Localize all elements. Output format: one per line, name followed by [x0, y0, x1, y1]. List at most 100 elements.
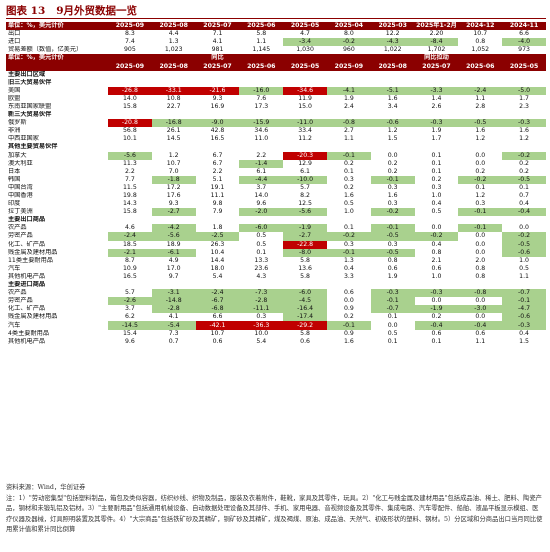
table-cell: 1,023 [164, 46, 183, 54]
table-cell: 5.8 [256, 30, 267, 38]
row-label: 化工、矿产品 [8, 240, 46, 248]
table-cell: -16.0 [239, 86, 284, 95]
figure-title: 图表 13 9月外贸数据一览 [6, 5, 138, 17]
table-cell: 17.3 [254, 102, 269, 110]
row-label: 美国 [8, 86, 21, 94]
table-cell: 0.2 [475, 167, 486, 175]
table-cell: -0.1 [326, 151, 371, 160]
table-cell: 11.3 [123, 159, 137, 167]
table-cell: 7.1 [212, 30, 223, 38]
table-cell: 0.2 [343, 313, 354, 321]
table-cell: 6.7 [212, 159, 223, 167]
table-cell: -11.1 [239, 305, 284, 314]
table-cell: 0.8 [387, 256, 398, 264]
table-cell: -4.5 [283, 297, 327, 306]
table-row: 欧盟 14.0 10.8 9.3 7.6 11.9 1.9 1.6 1.4 1.1 1.7 [6, 95, 546, 103]
header-row-2: 单位：%，美元计价 同比 同比拉动 [6, 54, 546, 63]
table-cell: -15.9 [239, 119, 284, 128]
table-cell: -0.3 [502, 321, 546, 330]
table-cell: 10.1 [123, 135, 137, 143]
table-cell: 6.1 [300, 167, 310, 175]
row-label: 印度 [8, 200, 21, 208]
table-cell: 0.5 [256, 240, 267, 248]
table-cell: 1.6 [387, 192, 398, 200]
table-cell: -0.3 [414, 119, 459, 128]
table-cell: 0.3 [387, 200, 398, 208]
table-cell: 0.1 [387, 337, 398, 345]
table-cell: 11.1 [210, 192, 225, 200]
table-row: 其他机电产品 9.6 0.7 0.6 5.4 0.6 1.6 0.1 0.1 1.1 1.5 [6, 338, 546, 346]
table-cell: 973 [518, 46, 530, 54]
table-cell: 1.2 [475, 135, 486, 143]
table-cell: 7.4 [124, 38, 135, 46]
table-cell: 7.6 [256, 94, 267, 102]
table-cell: -2.6 [108, 297, 152, 306]
table-row: 拉丁美洲 15.8 -2.7 7.9 -2.0 -5.6 1.0 -0.2 0.5 -0.1 -0.… [6, 208, 546, 217]
table-cell: -6.7 [195, 297, 240, 306]
table-row: 俄罗斯 -20.8 -16.8 -9.0 -15.9 -11.0 -0.8 -0.6 -0.3-… [6, 119, 546, 128]
table-cell: 12.2 [385, 30, 400, 38]
table-cell: 1.1 [475, 94, 486, 102]
table-cell: 0.1 [431, 337, 442, 345]
table-cell: -34.6 [283, 86, 327, 95]
table-row: 东南亚国家联盟 15.8 22.7 16.9 17.3 15.0 2.4 3.4 2.6 2.8 2… [6, 103, 546, 111]
table-cell: 0.3 [387, 240, 398, 248]
table-cell: -5.6 [108, 151, 152, 160]
row-label: 劳密产品 [8, 297, 33, 305]
row-label: 中西亚国家 [8, 135, 39, 143]
table-row: 非洲 56.8 26.1 42.8 34.6 33.4 2.7 1.2 1.9 1.6 1.6 [6, 127, 546, 135]
table-cell: 0.8 [475, 264, 486, 272]
table-cell: 1.6 [343, 337, 354, 345]
table-cell: 0.0 [387, 151, 398, 159]
table-cell: 2.20 [429, 30, 444, 38]
table-cell: 6.6 [519, 30, 529, 38]
table-row: 澳大利亚 11.3 10.7 6.7 -1.4 12.9 0.2 0.2 0.1 0.0 0.2 [6, 159, 546, 168]
table-cell: 9.7 [168, 272, 179, 280]
col-header: 2025-07 [414, 62, 459, 71]
section-row: 主要出口区域 [6, 71, 546, 79]
table-cell: 14.0 [123, 94, 137, 102]
row-label: 俄罗斯 [8, 119, 27, 127]
figure-title-bar: 图表 13 9月外贸数据一览 [0, 0, 550, 20]
table-cell: 0.0 [475, 248, 486, 256]
table-cell: 0.4 [431, 240, 442, 248]
row-label: 日本 [8, 167, 21, 175]
table-cell: -8.0 [283, 248, 327, 257]
col-header: 2025-03 [370, 22, 415, 31]
table-row: 化工、矿产品 18.5 18.9 26.3 0.5 -22.8 0.3 0.3 0.4 0.0 -0… [6, 240, 546, 249]
table-row: 美国 -26.8 -33.1 -21.6 -16.0 -34.6 -4.1 -5.1 -3.3-… [6, 86, 546, 95]
table-cell: 2.2 [212, 167, 223, 175]
section-title: 主要出口区域 [8, 70, 46, 78]
group-row: 其他主要贸易伙伴 [6, 143, 546, 151]
table-cell: 9.6 [256, 200, 267, 208]
table-row: 中西亚国家 10.1 14.5 16.5 11.0 11.2 1.1 1.5 1.7 1.2 1.2 [6, 135, 546, 143]
table-cell: -0.8 [326, 119, 371, 128]
table-cell: 1.7 [519, 94, 529, 102]
table-cell: 8.0 [343, 30, 354, 38]
table-cell: 0.0 [475, 313, 486, 321]
table-cell: 2.0 [475, 256, 486, 264]
table-cell: 14.0 [254, 192, 269, 200]
table-row: 贸易差额（数值，亿美元） 905 1,023 981 1,145 1,030 960 1,02… [6, 46, 546, 54]
table-cell: 10.7 [166, 159, 181, 167]
table-cell: -22.8 [283, 240, 327, 249]
table-cell: -0.1 [370, 224, 415, 233]
table-cell: -4.2 [151, 224, 196, 233]
table-cell: 0.5 [343, 200, 354, 208]
table-cell: 1.7 [431, 135, 442, 143]
table-cell: 1.6 [519, 127, 529, 135]
table-cell: -0.6 [502, 313, 546, 322]
table-cell: -4.4 [239, 175, 284, 184]
col-header: 2025-09 [326, 62, 371, 71]
table-cell: 4.7 [300, 30, 310, 38]
table-cell: 23.6 [254, 264, 269, 272]
table-cell: 9.8 [212, 200, 223, 208]
table-cell: 1.8 [212, 224, 223, 232]
table-cell: 11.0 [254, 135, 269, 143]
row-label: 11类主要耐用品 [8, 256, 53, 264]
table-cell: 6.2 [124, 313, 135, 321]
table-cell: -0.2 [414, 232, 459, 241]
table-cell: -2.4 [195, 289, 240, 298]
table-cell: 5.7 [124, 289, 135, 297]
col-header: 2025年1-2月 [414, 22, 459, 31]
